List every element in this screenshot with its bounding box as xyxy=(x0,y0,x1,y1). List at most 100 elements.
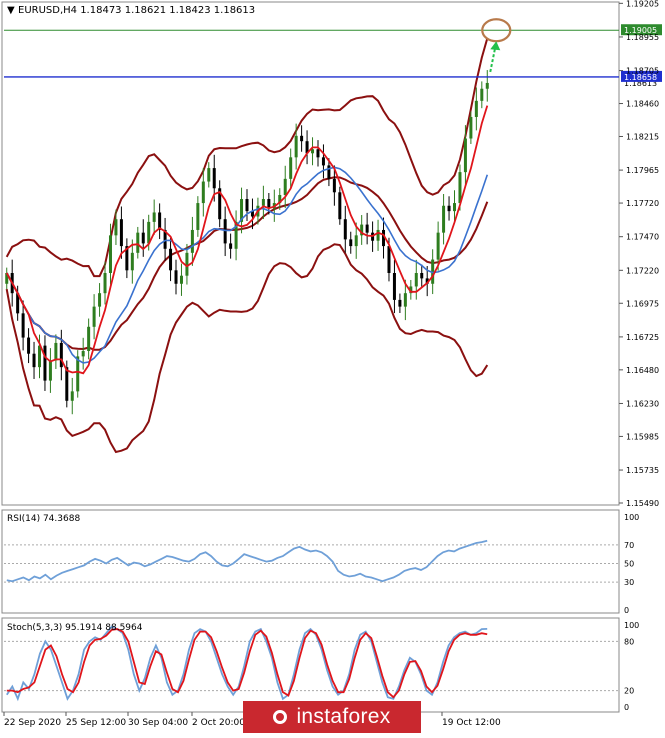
candle-body xyxy=(152,212,156,222)
candle-body xyxy=(185,252,189,276)
stoch-tick-label: 20 xyxy=(624,687,634,696)
candle-body xyxy=(469,116,473,139)
candle-body xyxy=(447,205,451,212)
price-tick-label: 1.18955 xyxy=(626,33,659,42)
candle-body xyxy=(130,252,134,271)
candle-body xyxy=(409,286,413,294)
candle-body xyxy=(147,221,151,244)
candle-body xyxy=(229,243,233,249)
candle-body xyxy=(414,273,418,287)
bollinger-upper xyxy=(5,38,489,278)
rsi-tick-label: 100 xyxy=(624,513,639,522)
moving-average-blue xyxy=(5,166,489,364)
candle-body xyxy=(300,135,304,142)
candle-body xyxy=(207,168,211,182)
candle-body xyxy=(65,367,69,401)
price-tick-label: 1.16480 xyxy=(626,366,659,375)
price-tick-label: 1.17470 xyxy=(626,233,659,242)
candle-body xyxy=(87,326,91,352)
candle-body xyxy=(267,199,271,209)
candle-body xyxy=(218,188,222,220)
rsi-tick-label: 70 xyxy=(624,541,634,550)
target-arrow-head-icon xyxy=(490,41,501,51)
candle-body xyxy=(442,205,446,233)
candles xyxy=(5,70,489,415)
time-tick-label: 22 Sep 2020 xyxy=(4,718,61,728)
candle-body xyxy=(103,273,107,294)
candle-body xyxy=(382,229,386,247)
candle-body xyxy=(431,259,435,284)
time-tick-label: 19 Oct 12:00 xyxy=(442,718,501,728)
candle-body xyxy=(240,199,244,222)
current-price-tag-bg xyxy=(621,70,662,82)
candle-body xyxy=(474,100,478,117)
candle-body xyxy=(311,149,315,154)
candle-body xyxy=(360,224,364,236)
candle-body xyxy=(125,246,129,271)
stochastic-indicator: 100 80 20 0 xyxy=(4,621,639,712)
candle-body xyxy=(283,178,287,195)
moving-averages xyxy=(5,105,489,375)
candle-body xyxy=(92,306,96,327)
brand-text: instaforex xyxy=(296,705,391,728)
price-tick-label: 1.16975 xyxy=(626,299,659,308)
current-price-tag: 1.18658 xyxy=(624,73,657,82)
candle-body xyxy=(163,229,167,249)
close-price-tag-bg xyxy=(621,76,662,88)
candle-body xyxy=(108,235,112,274)
price-tick-label: 1.19205 xyxy=(626,0,659,8)
time-axis: 22 Sep 2020 25 Sep 12:00 30 Sep 04:00 2 Oct… xyxy=(3,712,501,728)
candle-body xyxy=(179,275,183,284)
candle-body xyxy=(119,219,123,247)
stoch-tick-label: 80 xyxy=(624,637,634,646)
candle-body xyxy=(136,232,140,253)
instaforex-watermark: instaforex xyxy=(243,701,421,733)
candle-body xyxy=(436,232,440,260)
candle-body xyxy=(463,138,467,173)
rsi-indicator: 100 70 50 30 0 xyxy=(4,513,639,615)
price-tick-label: 1.18215 xyxy=(626,132,659,141)
stoch-tick-label: 0 xyxy=(624,703,629,712)
candle-body xyxy=(81,351,85,357)
price-tick-label: 1.17720 xyxy=(626,199,659,208)
target-circle-marker xyxy=(481,18,512,43)
candle-body xyxy=(201,181,205,204)
candle-body xyxy=(294,135,298,158)
candle-body xyxy=(332,178,336,193)
candle-body xyxy=(387,246,391,274)
candle-body xyxy=(16,293,20,314)
candle-body xyxy=(250,211,254,217)
price-tick-label: 1.17965 xyxy=(626,166,659,175)
bollinger-lower xyxy=(5,243,489,454)
price-tick-label: 1.16725 xyxy=(626,333,659,342)
candle-body xyxy=(21,313,25,338)
candle-body xyxy=(327,165,331,179)
price-tick-label: 1.15985 xyxy=(626,432,659,441)
rsi-title: RSI(14) 74.3688 xyxy=(7,514,80,524)
candle-body xyxy=(223,219,227,244)
target-price-tag-bg xyxy=(621,24,662,36)
candle-body xyxy=(32,353,36,368)
candle-body xyxy=(305,141,309,154)
price-tick-label: 1.15490 xyxy=(626,499,659,508)
candle-body xyxy=(212,168,216,189)
price-tick-label: 1.17220 xyxy=(626,266,659,275)
candle-body xyxy=(234,221,238,249)
time-tick-label: 2 Oct 20:00 xyxy=(192,718,245,728)
time-tick-label: 30 Sep 04:00 xyxy=(128,718,188,728)
rsi-panel-frame xyxy=(1,509,620,614)
collapse-triangle-icon[interactable]: ▼ xyxy=(7,5,15,16)
candle-body xyxy=(338,192,342,220)
candle-body xyxy=(70,391,74,401)
candle-body xyxy=(48,360,52,381)
target-price-tag: 1.19005 xyxy=(624,26,657,35)
candle-body xyxy=(316,149,320,158)
target-arrow xyxy=(489,47,497,73)
symbol-header: EURUSD,H4 1.18473 1.18621 1.18423 1.1861… xyxy=(18,5,255,16)
candle-body xyxy=(54,342,58,361)
candle-body xyxy=(158,212,162,230)
price-tick-label: 1.16230 xyxy=(626,399,659,408)
price-tick-label: 1.15735 xyxy=(626,466,659,475)
